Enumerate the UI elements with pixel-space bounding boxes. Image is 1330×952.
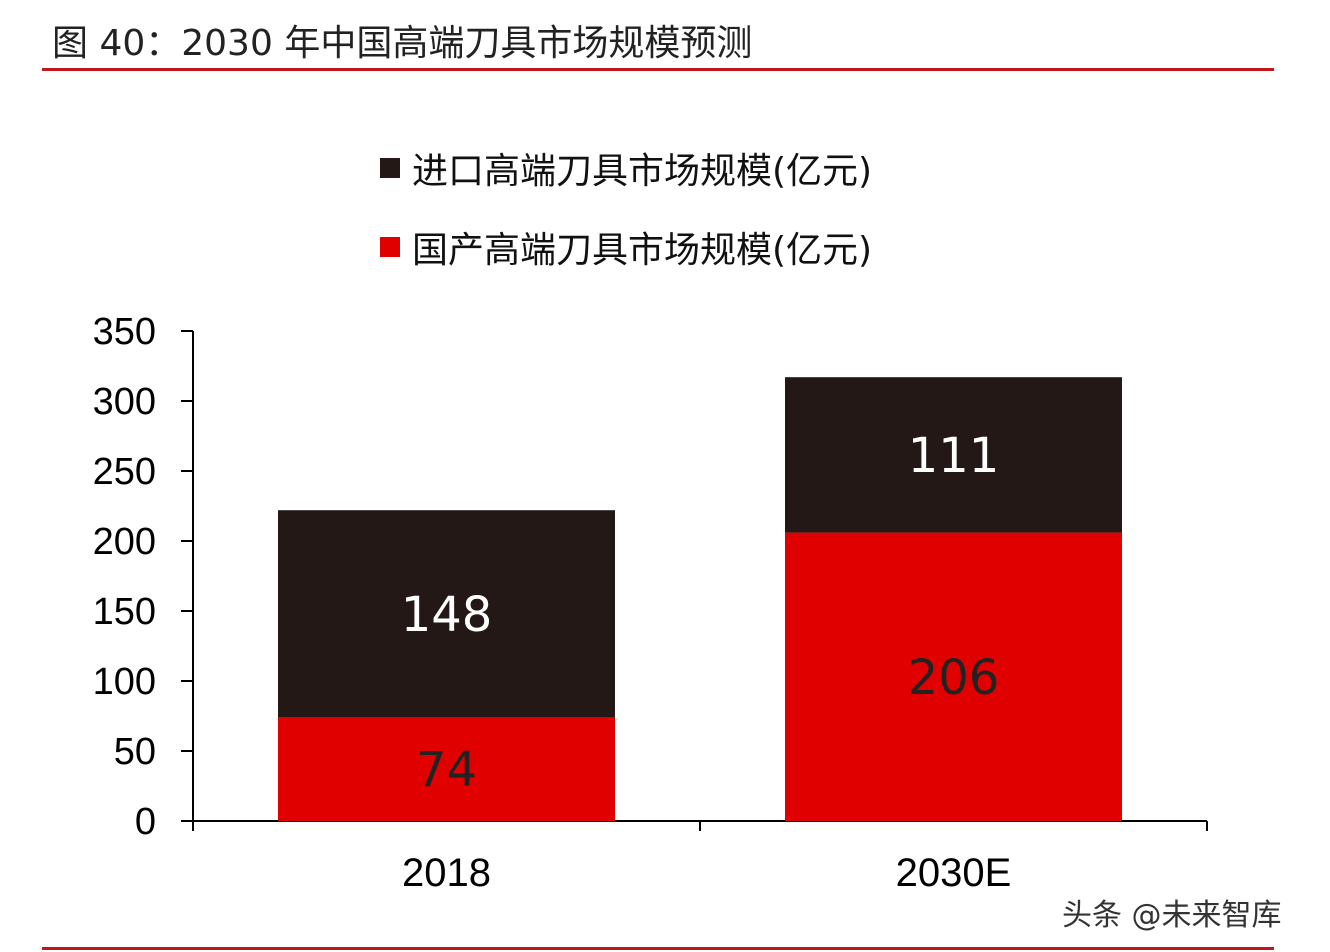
bar-segment — [785, 532, 1122, 821]
legend-label-domestic: 国产高端刀具市场规模(亿元) — [412, 230, 873, 271]
legend-swatch-import — [380, 158, 400, 178]
y-tick-label: 100 — [93, 661, 156, 703]
y-tick-label: 300 — [93, 381, 156, 423]
bar-segment — [278, 717, 615, 821]
bar-segment — [785, 377, 1122, 533]
y-tick-label: 350 — [93, 311, 156, 353]
title-rule — [42, 68, 1274, 71]
data-label: 74 — [416, 742, 477, 798]
legend-item-domestic: 国产高端刀具市场规模(亿元) — [380, 221, 872, 273]
bar-segment — [278, 510, 615, 718]
bottom-rule — [42, 947, 1274, 950]
watermark: 头条 @未来智库 — [1062, 898, 1282, 933]
legend-item-import: 进口高端刀具市场规模(亿元) — [380, 142, 872, 194]
y-tick-label: 150 — [93, 591, 156, 633]
x-category-label: 2018 — [402, 851, 491, 895]
figure-title: 图 40：2030 年中国高端刀具市场规模预测 — [52, 23, 753, 64]
x-category-label: 2030E — [896, 851, 1012, 895]
data-label: 148 — [401, 587, 493, 643]
data-label: 111 — [908, 428, 1000, 484]
y-tick-label: 250 — [93, 451, 156, 493]
legend-label-import: 进口高端刀具市场规模(亿元) — [412, 151, 873, 192]
data-label: 206 — [908, 650, 1000, 706]
y-tick-label: 0 — [135, 801, 156, 843]
y-tick-label: 50 — [114, 731, 156, 773]
y-tick-label: 200 — [93, 521, 156, 563]
legend-swatch-domestic — [380, 237, 400, 257]
